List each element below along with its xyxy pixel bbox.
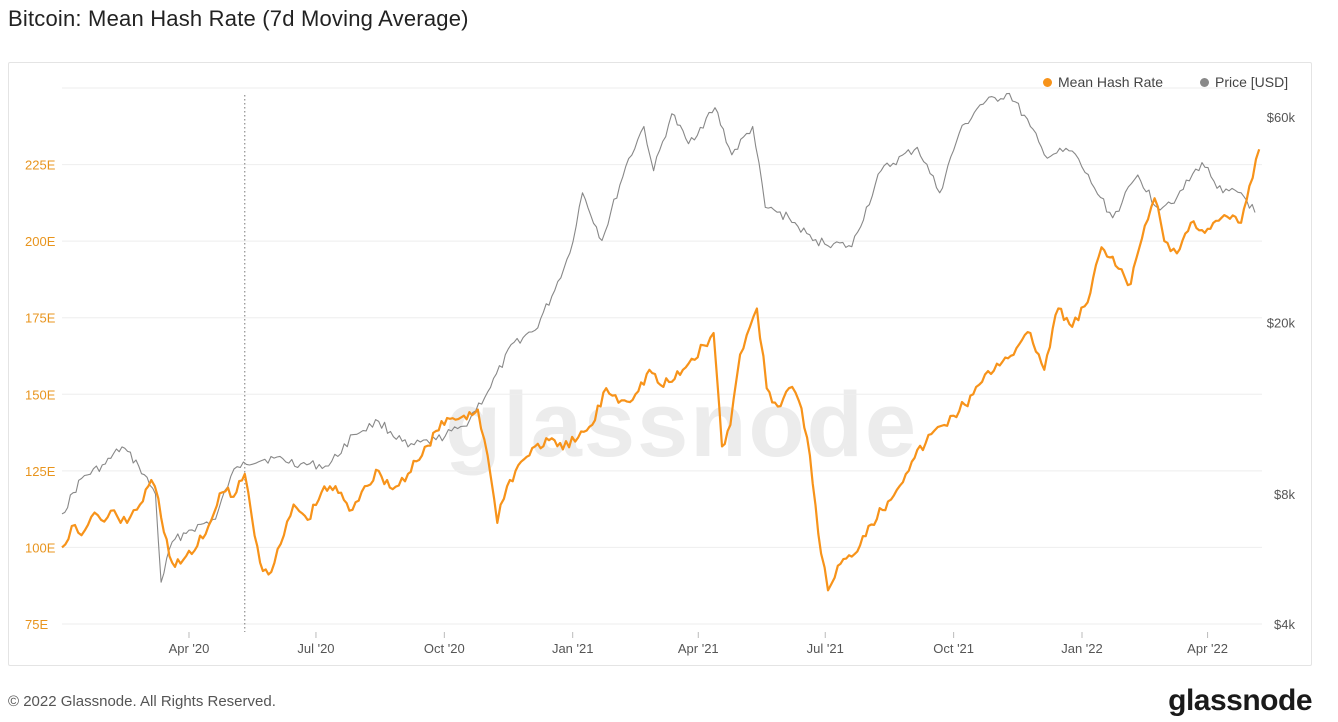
x-tick-label: Jan '21 <box>552 641 594 656</box>
x-tick-label: Apr '21 <box>678 641 719 656</box>
left-tick-label: 100E <box>25 540 56 555</box>
x-tick-label: Oct '21 <box>933 641 974 656</box>
left-tick-label: 200E <box>25 234 56 249</box>
x-tick-label: Apr '20 <box>169 641 210 656</box>
legend-price-dot-icon <box>1200 78 1209 87</box>
right-tick-label: $8k <box>1274 487 1295 502</box>
left-tick-label: 125E <box>25 464 56 479</box>
x-tick-label: Jul '20 <box>297 641 334 656</box>
x-tick-label: Oct '20 <box>424 641 465 656</box>
legend-price[interactable]: Price [USD] <box>1200 74 1288 90</box>
legend-hash[interactable]: Mean Hash Rate <box>1043 74 1163 90</box>
left-tick-label: 75E <box>25 617 48 632</box>
glassnode-logo[interactable]: glassnode <box>1168 684 1312 717</box>
x-tick-label: Jan '22 <box>1061 641 1103 656</box>
price-series-line <box>61 92 1256 583</box>
left-tick-label: 175E <box>25 311 56 326</box>
left-tick-label: 225E <box>25 158 56 173</box>
hash-rate-series-line <box>61 148 1261 592</box>
copyright: © 2022 Glassnode. All Rights Reserved. <box>8 693 276 710</box>
chart-title: Bitcoin: Mean Hash Rate (7d Moving Avera… <box>8 6 469 31</box>
right-tick-label: $20k <box>1267 316 1296 331</box>
x-tick-label: Jul '21 <box>807 641 844 656</box>
right-tick-label: $4k <box>1274 617 1295 632</box>
legend-hash-label: Mean Hash Rate <box>1058 74 1164 90</box>
left-tick-label: 150E <box>25 387 56 402</box>
legend-price-label: Price [USD] <box>1215 74 1289 90</box>
right-tick-label: $60k <box>1267 110 1296 125</box>
legend-hash-dot-icon <box>1043 78 1052 87</box>
x-tick-label: Apr '22 <box>1187 641 1228 656</box>
